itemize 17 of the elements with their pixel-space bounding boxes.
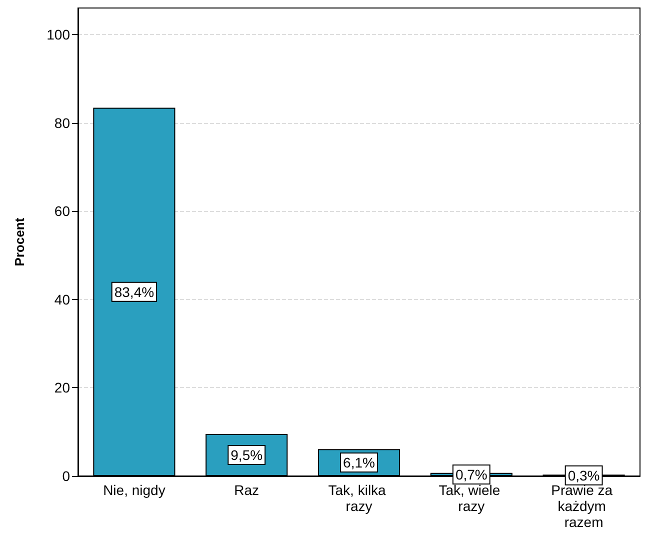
y-tick-label: 80 — [54, 114, 70, 131]
data-label: 6,1% — [343, 454, 375, 471]
data-label: 0,3% — [568, 467, 600, 484]
y-tick-label: 0 — [62, 468, 70, 484]
x-tick-label: Prawie za każdym razem — [551, 482, 616, 530]
y-tick-label: 40 — [54, 291, 70, 308]
x-tick-label: Tak, kilka razy — [328, 482, 390, 514]
y-axis-title: Procent — [12, 217, 27, 266]
data-label: 0,7% — [455, 466, 488, 482]
data-label: 83,4% — [114, 284, 154, 300]
x-tick-label: Tak, wiele razy — [438, 482, 504, 514]
y-tick-label: 20 — [54, 380, 70, 396]
x-tick-label: Nie, nigdy — [103, 482, 166, 498]
x-tick-label: Raz — [234, 482, 260, 498]
data-label: 9,5% — [230, 447, 263, 464]
y-tick-label: 100 — [46, 26, 70, 42]
y-tick-label: 60 — [54, 203, 70, 220]
